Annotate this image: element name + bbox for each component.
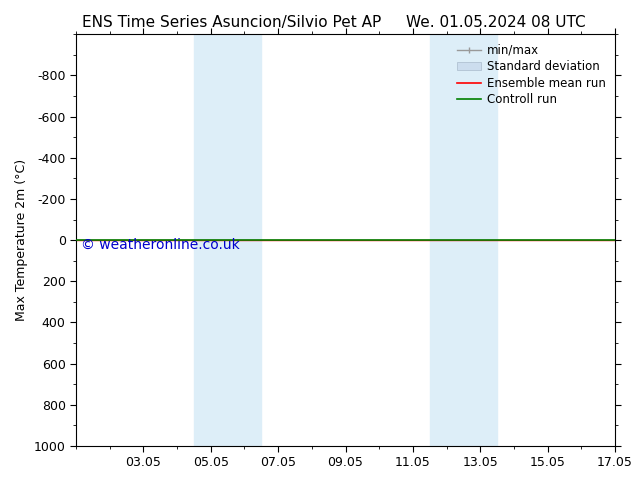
Y-axis label: Max Temperature 2m (°C): Max Temperature 2m (°C) [15,159,29,321]
Legend: min/max, Standard deviation, Ensemble mean run, Controll run: min/max, Standard deviation, Ensemble me… [453,40,609,110]
Bar [430,34,497,446]
Text: ENS Time Series Asuncion/Silvio Pet AP: ENS Time Series Asuncion/Silvio Pet AP [82,15,382,30]
Text: © weatheronline.co.uk: © weatheronline.co.uk [81,238,240,252]
Text: We. 01.05.2024 08 UTC: We. 01.05.2024 08 UTC [406,15,585,30]
Bar [194,34,261,446]
